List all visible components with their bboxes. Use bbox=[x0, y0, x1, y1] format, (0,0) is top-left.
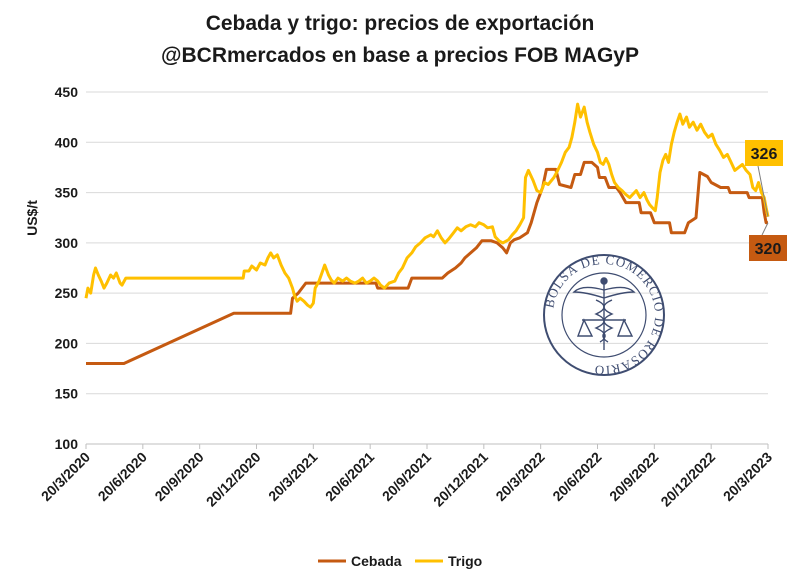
callout-value-trigo: 326 bbox=[751, 146, 778, 163]
x-tick-label: 20/3/2021 bbox=[265, 449, 321, 505]
x-tick-label: 20/6/2022 bbox=[549, 449, 605, 505]
x-tick-label: 20/3/2023 bbox=[720, 449, 776, 505]
x-tick-label: 20/12/2021 bbox=[430, 449, 491, 510]
callout-box-cebada bbox=[749, 235, 787, 261]
y-tick-label: 350 bbox=[55, 185, 79, 201]
x-tick-label: 20/3/2020 bbox=[38, 449, 94, 505]
legend: Cebada Trigo bbox=[318, 553, 482, 569]
x-tick-label: 20/9/2022 bbox=[606, 449, 662, 505]
callout-value-cebada: 320 bbox=[755, 241, 782, 258]
callout-leader bbox=[761, 222, 769, 236]
x-tick-label: 20/9/2021 bbox=[379, 449, 435, 505]
chart-subtitle: @BCRmercados en base a precios FOB MAGyP bbox=[161, 44, 639, 67]
plot-area bbox=[84, 102, 770, 365]
legend-label-trigo: Trigo bbox=[448, 553, 482, 569]
chart-title: Cebada y trigo: precios de exportación bbox=[206, 12, 595, 35]
y-tick-label: 300 bbox=[55, 235, 79, 251]
gridlines bbox=[86, 91, 768, 445]
y-tick-label: 250 bbox=[55, 285, 79, 301]
y-tick-label: 400 bbox=[55, 134, 79, 150]
x-tick-label: 20/3/2022 bbox=[492, 449, 548, 505]
y-tick-label: 150 bbox=[55, 386, 79, 402]
bcr-seal-watermark: BOLSA DE COMERCIO DE ROSARIO bbox=[541, 252, 666, 378]
series-line-cebada bbox=[86, 160, 768, 365]
x-tick-label: 20/6/2020 bbox=[95, 449, 151, 505]
x-tick-label: 20/9/2020 bbox=[151, 449, 207, 505]
y-tick-label: 200 bbox=[55, 335, 79, 351]
y-axis-ticks: 100 150 200 250 300 350 400 450 bbox=[55, 84, 79, 452]
y-tick-label: 450 bbox=[55, 84, 79, 100]
callout-box-trigo bbox=[745, 140, 783, 166]
legend-label-cebada: Cebada bbox=[351, 553, 402, 569]
x-tick-label: 20/6/2021 bbox=[322, 449, 378, 505]
caduceus-icon bbox=[572, 277, 636, 350]
end-labels: 326 320 bbox=[745, 140, 787, 261]
callout-leader bbox=[757, 165, 769, 217]
x-tick-label: 20/12/2022 bbox=[657, 449, 718, 510]
x-tick-label: 20/12/2020 bbox=[203, 449, 264, 510]
y-tick-label: 100 bbox=[55, 436, 79, 452]
series-line-trigo bbox=[84, 102, 770, 309]
y-axis-label: US$/t bbox=[24, 200, 40, 236]
